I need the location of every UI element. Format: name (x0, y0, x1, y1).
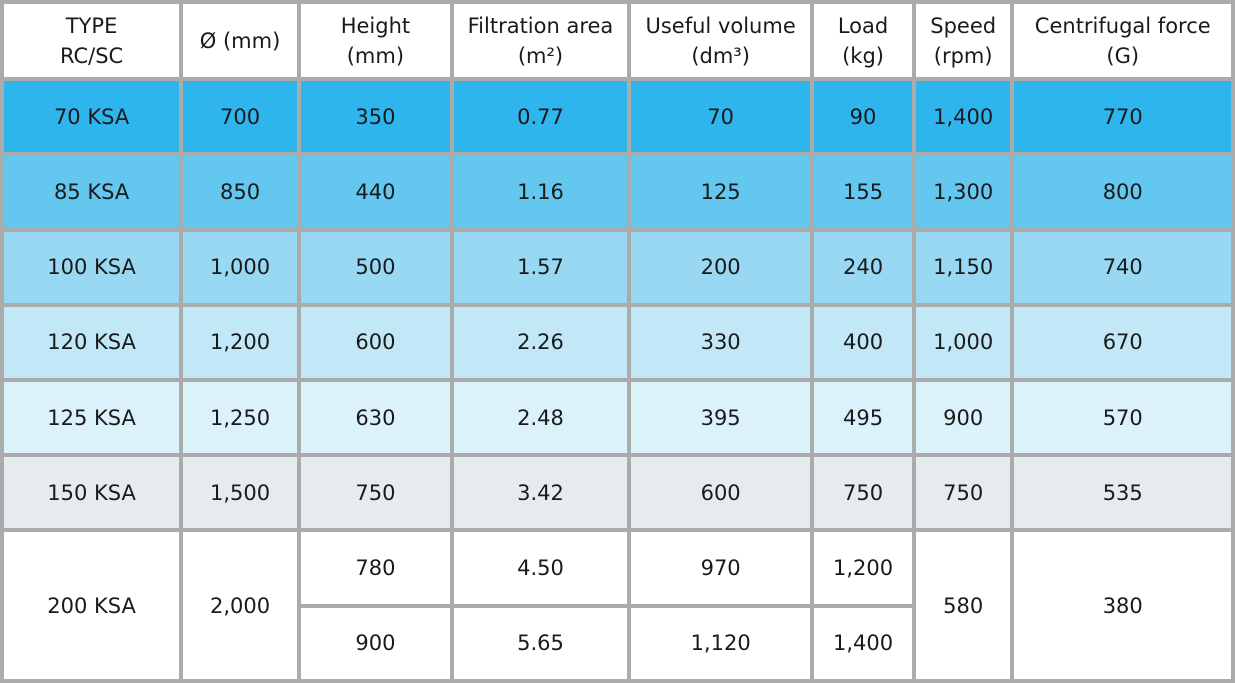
cell-load: 400 (814, 306, 912, 379)
table-row: 70 KSA 700 350 0.77 70 90 1,400 770 (4, 81, 1231, 153)
header-speed: Speed (rpm) (915, 4, 1011, 78)
cell-type: 100 KSA (4, 231, 180, 303)
cell-useful-volume: 330 (631, 306, 811, 379)
cell-useful-volume: 1,120 (631, 607, 811, 679)
header-centrifugal-force: Centrifugal force (G) (1014, 4, 1231, 78)
cell-diameter: 1,200 (183, 306, 297, 379)
cell-speed: 1,300 (915, 156, 1011, 228)
cell-type: 200 KSA (4, 532, 180, 679)
header-useful-volume: Useful volume (dm³) (631, 4, 811, 78)
cell-filtration-area: 4.50 (453, 532, 628, 604)
table-row: 120 KSA 1,200 600 2.26 330 400 1,000 670 (4, 306, 1231, 379)
table-row: 85 KSA 850 440 1.16 125 155 1,300 800 (4, 156, 1231, 228)
cell-filtration-area: 2.48 (453, 382, 628, 454)
cell-diameter: 700 (183, 81, 297, 153)
cell-centrifugal-force: 380 (1014, 532, 1231, 679)
cell-filtration-area: 5.65 (453, 607, 628, 679)
cell-filtration-area: 3.42 (453, 457, 628, 529)
header-row: TYPE RC/SC Ø (mm) Height (mm) Filtration a… (4, 4, 1231, 78)
cell-centrifugal-force: 570 (1014, 382, 1231, 454)
cell-height: 350 (300, 81, 450, 153)
cell-height: 440 (300, 156, 450, 228)
cell-height: 500 (300, 231, 450, 303)
cell-useful-volume: 395 (631, 382, 811, 454)
cell-filtration-area: 1.57 (453, 231, 628, 303)
header-load: Load (kg) (814, 4, 912, 78)
cell-useful-volume: 200 (631, 231, 811, 303)
cell-centrifugal-force: 800 (1014, 156, 1231, 228)
table-row: 100 KSA 1,000 500 1.57 200 240 1,150 740 (4, 231, 1231, 303)
cell-type: 85 KSA (4, 156, 180, 228)
cell-speed: 900 (915, 382, 1011, 454)
table-row: 125 KSA 1,250 630 2.48 395 495 900 570 (4, 382, 1231, 454)
cell-height: 630 (300, 382, 450, 454)
cell-diameter: 1,000 (183, 231, 297, 303)
cell-speed: 750 (915, 457, 1011, 529)
header-filtration-area: Filtration area (m²) (453, 4, 628, 78)
cell-height: 780 (300, 532, 450, 604)
cell-centrifugal-force: 535 (1014, 457, 1231, 529)
cell-load: 155 (814, 156, 912, 228)
cell-height: 600 (300, 306, 450, 379)
cell-type: 125 KSA (4, 382, 180, 454)
cell-speed: 1,150 (915, 231, 1011, 303)
cell-type: 150 KSA (4, 457, 180, 529)
cell-useful-volume: 970 (631, 532, 811, 604)
table-row: 150 KSA 1,500 750 3.42 600 750 750 535 (4, 457, 1231, 529)
header-diameter: Ø (mm) (183, 4, 297, 78)
cell-diameter: 1,500 (183, 457, 297, 529)
header-height: Height (mm) (300, 4, 450, 78)
cell-speed: 1,000 (915, 306, 1011, 379)
cell-height: 900 (300, 607, 450, 679)
cell-useful-volume: 125 (631, 156, 811, 228)
table-row: 200 KSA 2,000 780 4.50 970 1,200 580 380 (4, 532, 1231, 679)
cell-load: 1,200 (814, 532, 912, 604)
cell-type: 120 KSA (4, 306, 180, 379)
cell-centrifugal-force: 670 (1014, 306, 1231, 379)
header-type: TYPE RC/SC (4, 4, 180, 78)
cell-load: 495 (814, 382, 912, 454)
cell-diameter: 1,250 (183, 382, 297, 454)
cell-diameter: 2,000 (183, 532, 297, 679)
cell-type: 70 KSA (4, 81, 180, 153)
cell-speed: 580 (915, 532, 1011, 679)
cell-centrifugal-force: 740 (1014, 231, 1231, 303)
cell-filtration-area: 0.77 (453, 81, 628, 153)
cell-speed: 1,400 (915, 81, 1011, 153)
cell-height: 750 (300, 457, 450, 529)
cell-useful-volume: 70 (631, 81, 811, 153)
cell-filtration-area: 1.16 (453, 156, 628, 228)
cell-centrifugal-force: 770 (1014, 81, 1231, 153)
cell-load: 240 (814, 231, 912, 303)
cell-filtration-area: 2.26 (453, 306, 628, 379)
cell-load: 750 (814, 457, 912, 529)
table-row: 900 5.65 1,120 1,400 (4, 607, 1231, 679)
cell-load: 90 (814, 81, 912, 153)
cell-load: 1,400 (814, 607, 912, 679)
cell-useful-volume: 600 (631, 457, 811, 529)
cell-diameter: 850 (183, 156, 297, 228)
